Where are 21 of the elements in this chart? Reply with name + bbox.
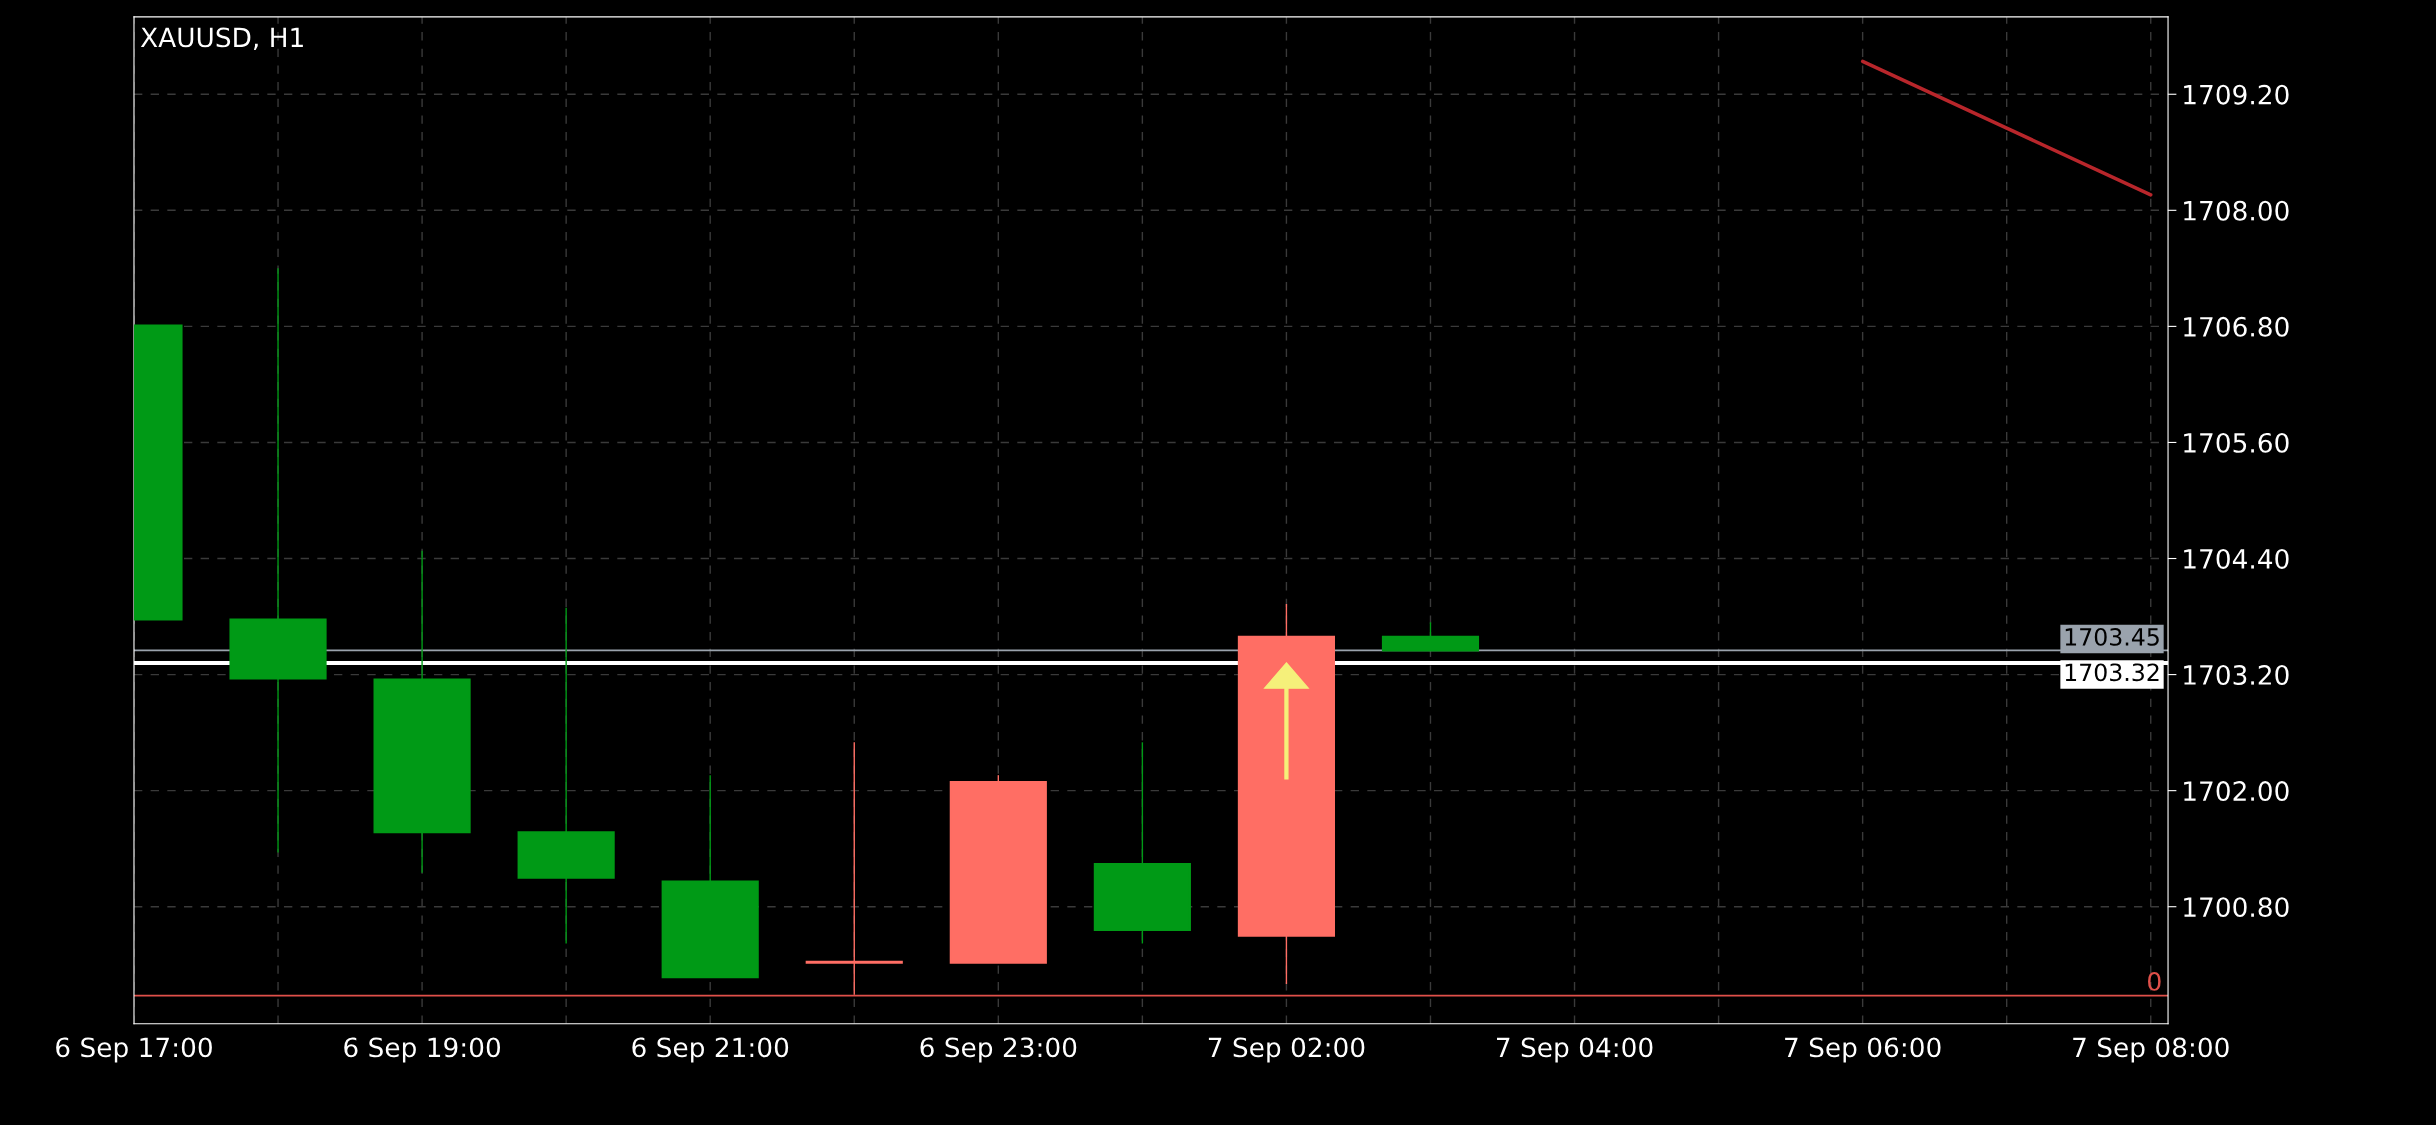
y-tick-label: 1700.80 [2184,897,2289,918]
x-tick-label: 7 Sep 04:00 [1497,1037,1653,1063]
x-tick-label: 6 Sep 23:00 [920,1037,1077,1063]
x-tick-label: 6 Sep 19:00 [344,1037,501,1063]
y-tick-label: 1702.00 [2184,781,2289,802]
y-tick-label: 1704.40 [2184,548,2289,569]
annotation: 0 [2148,971,2161,991]
y-tick-label: 1709.20 [2184,84,2289,105]
x-tick-label: 6 Sep 17:00 [56,1037,212,1063]
y-tick-label: 1705.60 [2184,432,2289,453]
ref-line-label: 1703.32 [2065,663,2159,682]
ref-line-label: 1703.45 [2065,627,2159,646]
x-tick-label: 7 Sep 06:00 [1785,1037,1941,1063]
x-tick-label: 7 Sep 08:00 [2073,1037,2229,1063]
y-tick-label: 1708.00 [2184,200,2289,221]
candlestick [805,741,903,996]
y-tick-label: 1706.80 [2184,316,2289,337]
y-tick-label: 1703.20 [2184,665,2289,685]
x-tick-label: 6 Sep 21:00 [632,1037,789,1063]
chart-title: XAUUSD, H1 [140,27,303,51]
x-tick-label: 7 Sep 02:00 [1208,1037,1365,1063]
